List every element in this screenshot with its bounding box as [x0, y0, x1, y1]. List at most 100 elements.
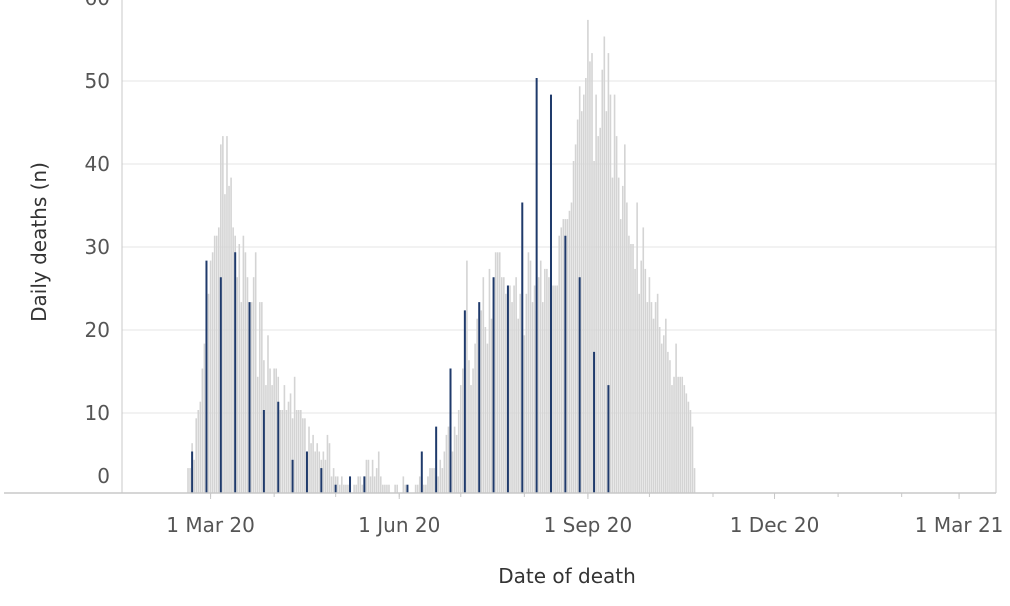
daily-bar	[636, 202, 638, 493]
daily-bar	[562, 219, 565, 493]
daily-bar	[429, 468, 431, 493]
daily-bar	[396, 484, 398, 493]
daily-bar	[593, 161, 595, 493]
daily-bar	[232, 227, 234, 493]
daily-bar	[568, 210, 571, 494]
daily-bar	[541, 302, 544, 493]
daily-bar	[574, 144, 577, 493]
daily-bar	[316, 443, 319, 493]
daily-bar	[377, 451, 380, 493]
daily-bar	[640, 260, 643, 493]
daily-bar	[318, 451, 321, 493]
daily-bar	[443, 451, 446, 493]
daily-bar	[271, 385, 273, 493]
daily-bar	[287, 401, 290, 493]
daily-bar	[423, 484, 425, 493]
x-tick-label: 1 Mar 21	[915, 513, 1004, 537]
daily-bar	[256, 376, 259, 493]
daily-bar	[386, 484, 388, 493]
daily-bar	[580, 111, 583, 493]
daily-bar	[189, 468, 191, 493]
daily-bar	[238, 244, 241, 493]
daily-bar	[322, 451, 325, 493]
daily-bar	[523, 335, 526, 493]
axes	[4, 0, 997, 494]
daily-bar	[537, 277, 540, 493]
daily-bar	[302, 418, 304, 493]
daily-bar	[566, 219, 569, 493]
x-tick-label: 1 Jun 20	[358, 513, 440, 537]
daily-bar	[500, 277, 503, 493]
daily-bar	[252, 277, 255, 493]
daily-bar	[382, 484, 384, 493]
daily-bar	[375, 468, 378, 493]
daily-bar	[265, 385, 267, 493]
daily-bar	[285, 410, 288, 493]
daily-bar	[361, 484, 364, 493]
daily-bar	[638, 293, 640, 493]
daily-bar	[373, 476, 376, 493]
y-tick-label: 20	[85, 318, 110, 342]
daily-bar	[404, 484, 407, 493]
daily-bar	[314, 451, 316, 493]
daily-bar	[224, 194, 226, 493]
daily-bar	[630, 244, 632, 493]
daily-bar	[211, 252, 214, 493]
daily-bar	[560, 227, 563, 493]
daily-bar	[539, 260, 542, 493]
daily-bar	[433, 468, 435, 493]
daily-bar	[312, 434, 314, 493]
daily-bar	[414, 484, 417, 493]
daily-bar	[388, 484, 390, 493]
daily-bar	[273, 368, 275, 493]
daily-bar	[552, 285, 554, 493]
daily-bar	[621, 185, 624, 493]
daily-bar	[490, 318, 493, 493]
daily-bar	[379, 476, 382, 493]
daily-bar	[195, 418, 198, 493]
daily-bar	[613, 94, 616, 493]
daily-bar	[222, 136, 224, 493]
daily-bar	[509, 285, 511, 493]
daily-bar	[648, 277, 651, 493]
daily-bar	[451, 451, 454, 493]
y-tick-label: 30	[85, 235, 110, 259]
daily-bar	[683, 385, 686, 493]
daily-bar	[634, 268, 636, 493]
daily-bar	[480, 310, 483, 493]
y-tick-label: 0	[97, 464, 110, 488]
daily-bar	[654, 302, 657, 493]
daily-bar	[611, 177, 614, 493]
daily-bar	[281, 410, 284, 493]
daily-bar	[513, 285, 515, 493]
daily-bar	[671, 385, 673, 493]
daily-bar	[250, 302, 253, 493]
daily-bar	[439, 459, 442, 493]
daily-bar	[236, 277, 239, 493]
daily-bar	[455, 434, 458, 493]
daily-bar	[359, 476, 362, 493]
daily-bar	[367, 459, 370, 493]
y-tick-labels: 0 10 20 30 40 50 60	[85, 0, 110, 488]
daily-bar	[203, 343, 206, 493]
daily-bar	[240, 302, 243, 493]
daily-bar	[572, 161, 575, 493]
daily-bar	[468, 360, 470, 493]
daily-bar	[482, 277, 485, 493]
daily-bar	[685, 393, 688, 493]
daily-bar	[628, 235, 630, 493]
daily-bar	[336, 476, 339, 493]
daily-bar	[681, 376, 684, 493]
daily-bar	[693, 468, 696, 493]
daily-bar	[226, 136, 228, 493]
daily-bar	[679, 376, 681, 493]
daily-bar	[297, 410, 300, 493]
daily-bar	[258, 302, 261, 493]
daily-bar	[343, 484, 345, 493]
daily-bar	[601, 69, 604, 493]
daily-bar	[291, 418, 294, 493]
daily-bar	[353, 484, 355, 493]
daily-bar	[217, 227, 220, 493]
x-axis-title: Date of death	[498, 564, 636, 588]
